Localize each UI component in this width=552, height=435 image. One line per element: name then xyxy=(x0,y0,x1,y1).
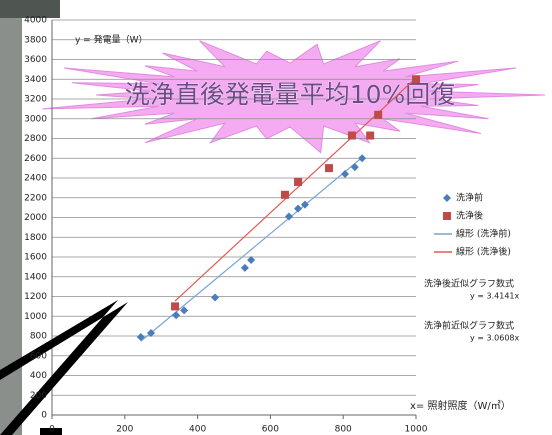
point xyxy=(412,75,420,84)
y-tick-label: 400 xyxy=(30,371,47,381)
y-tick-label: 3800 xyxy=(24,35,47,45)
point xyxy=(358,154,367,163)
point xyxy=(247,255,256,264)
y-tick-label: 1600 xyxy=(24,253,47,263)
point xyxy=(280,190,289,199)
y-tick-label: 0 xyxy=(41,411,47,421)
y-tick-label: 1000 xyxy=(24,312,47,322)
x-tick-label: 600 xyxy=(262,425,279,435)
point xyxy=(350,163,359,172)
x-tick-label: 0 xyxy=(49,425,55,435)
point xyxy=(443,212,451,220)
point xyxy=(374,110,383,119)
y-tick-label: 2800 xyxy=(24,134,47,144)
photo-corner xyxy=(0,0,60,18)
equation-title: 洗浄後近似グラフ数式 xyxy=(424,278,514,290)
point xyxy=(366,131,375,140)
x-tick-label: 400 xyxy=(189,425,206,435)
point xyxy=(300,200,309,209)
y-tick-label: 200 xyxy=(30,391,47,401)
y-tick-label: 2000 xyxy=(24,213,47,223)
photo-strip xyxy=(0,0,22,435)
x-tick-label: 200 xyxy=(116,425,133,435)
point xyxy=(136,332,145,341)
y-tick-label: 1400 xyxy=(24,272,47,282)
y-tick-label: 2600 xyxy=(24,154,47,164)
x-tick-label: 1000 xyxy=(405,425,428,435)
callout-base xyxy=(40,428,62,435)
point xyxy=(325,164,334,173)
y-axis-label: y = 発電量（W） xyxy=(75,34,148,46)
point xyxy=(211,293,220,302)
point xyxy=(171,302,180,311)
equation: y = 3.0608x xyxy=(470,334,520,343)
legend-label: 洗浄前 xyxy=(456,192,483,204)
y-tick-label: 4000 xyxy=(24,16,47,26)
point xyxy=(240,263,249,272)
equation: y = 3.4141x xyxy=(470,292,520,301)
point xyxy=(284,212,293,221)
point xyxy=(341,170,350,179)
trendline xyxy=(140,157,363,342)
point xyxy=(172,311,181,320)
banner: 洗浄直後発電量平均10%回復 xyxy=(125,80,456,109)
y-tick-label: 1200 xyxy=(24,292,47,302)
x-axis-label: x= 照射照度（W/㎡） xyxy=(410,399,511,412)
point xyxy=(147,329,156,338)
y-tick-label: 800 xyxy=(30,332,47,342)
x-tick-label: 800 xyxy=(335,425,352,435)
point xyxy=(294,177,303,186)
point xyxy=(347,131,356,140)
decoration xyxy=(42,40,546,154)
starburst xyxy=(42,40,546,154)
y-tick-label: 2200 xyxy=(24,193,47,203)
point xyxy=(180,306,189,315)
legend-label: 洗浄後 xyxy=(456,210,483,222)
legend-label: 線形 (洗浄前) xyxy=(456,228,511,240)
y-tick-label: 3400 xyxy=(24,75,47,85)
point xyxy=(443,194,451,202)
y-tick-label: 600 xyxy=(30,351,47,361)
point xyxy=(294,204,303,213)
y-tick-label: 3000 xyxy=(24,114,47,124)
y-tick-label: 2400 xyxy=(24,174,47,184)
y-tick-label: 3600 xyxy=(24,55,47,65)
y-tick-label: 3200 xyxy=(24,95,47,105)
callout xyxy=(0,300,128,435)
legend-label: 線形 (洗浄後) xyxy=(456,246,511,258)
y-tick-label: 1800 xyxy=(24,233,47,243)
equation-title: 洗浄前近似グラフ数式 xyxy=(424,320,514,332)
